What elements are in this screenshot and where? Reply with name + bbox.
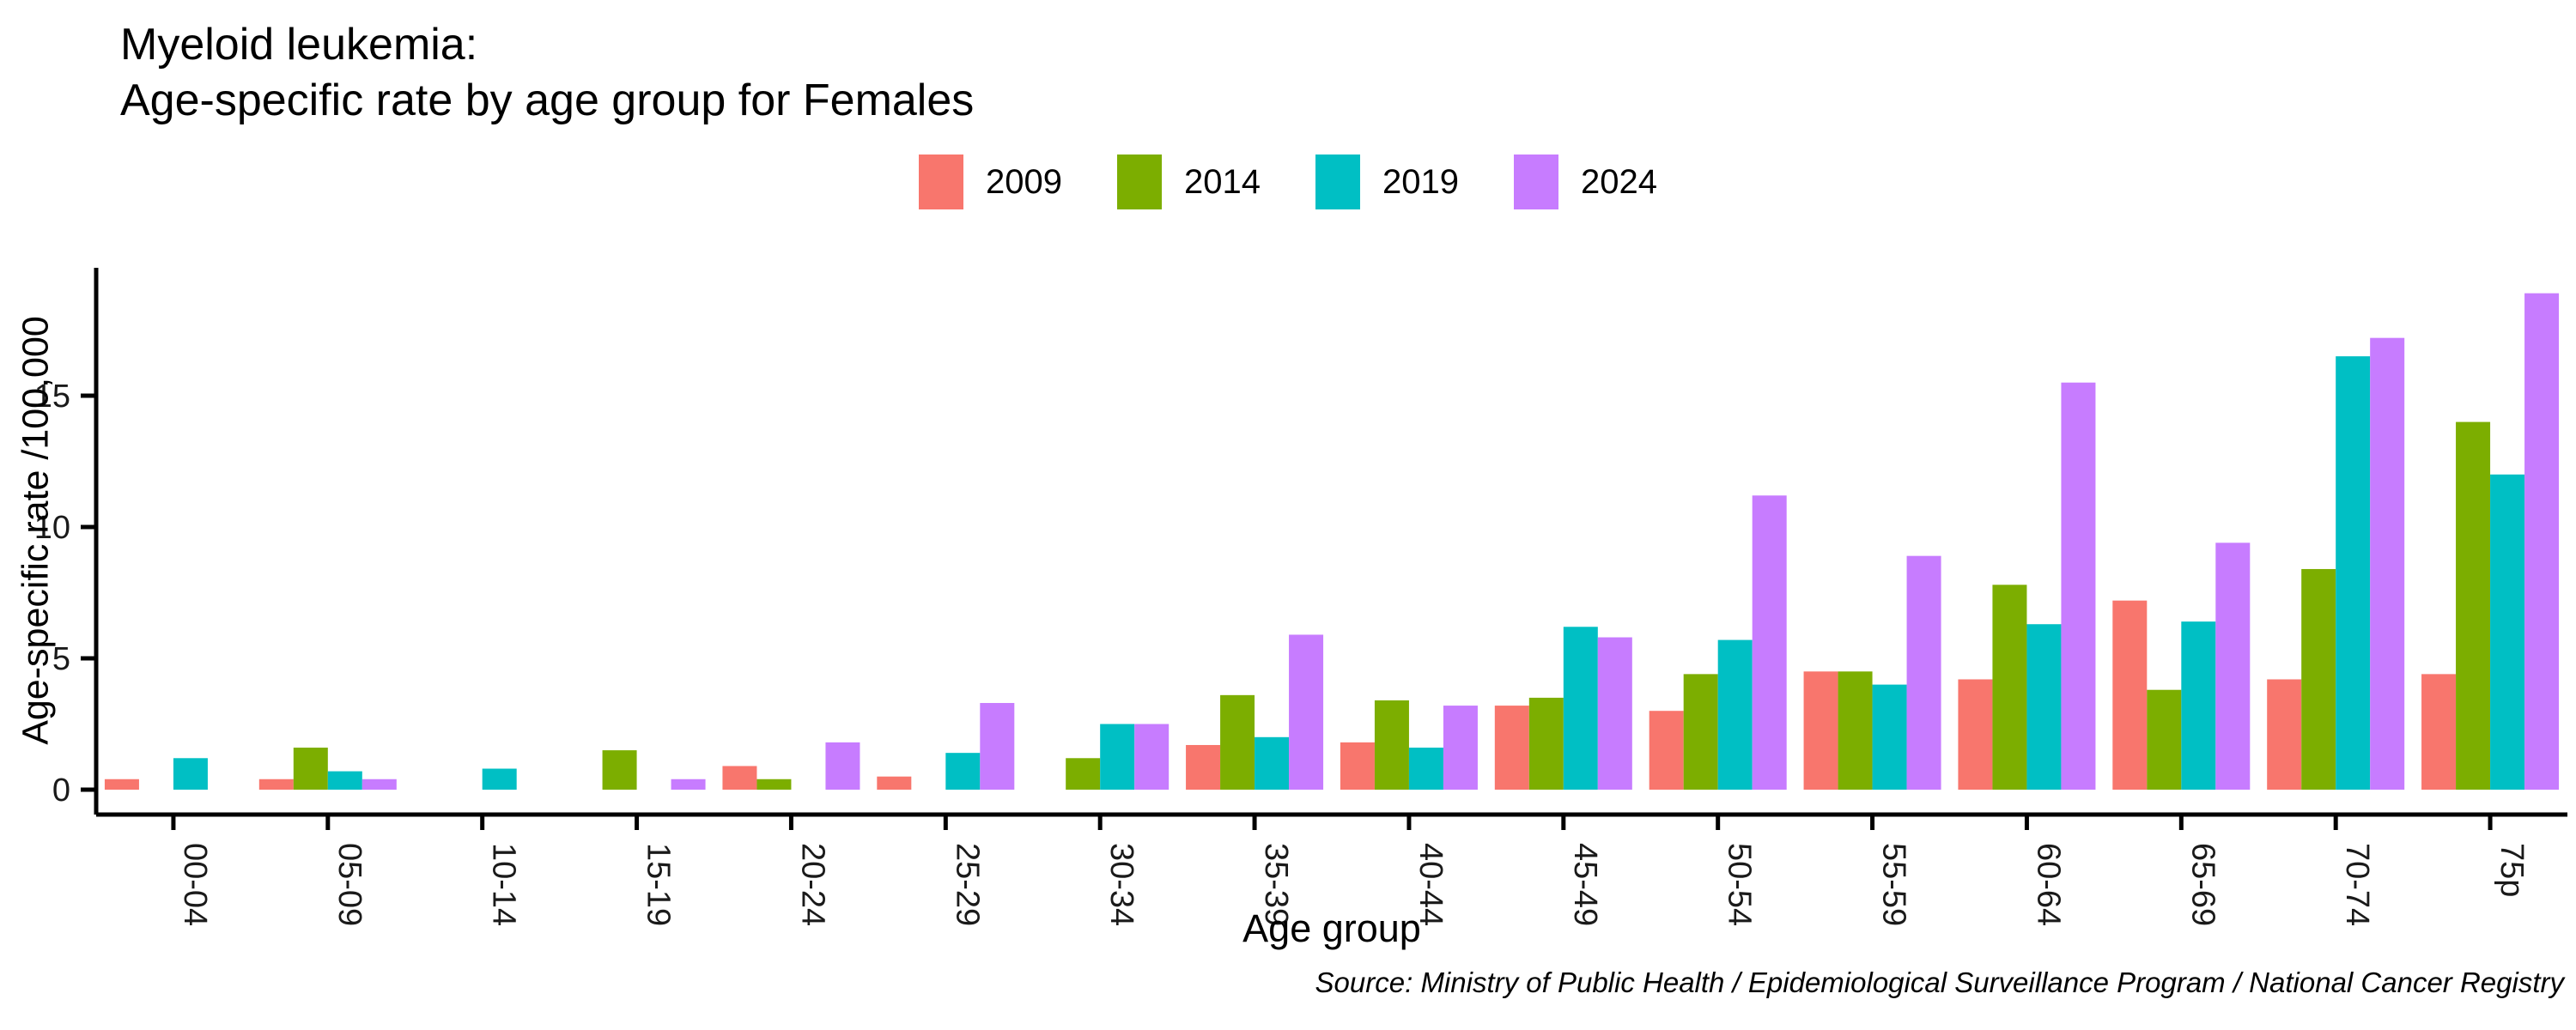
bar-2014-75p (2456, 421, 2491, 790)
bar-2024-05-09 (361, 779, 397, 790)
x-tick-label-70-74: 70-74 (2339, 843, 2375, 926)
legend-label-2024: 2024 (1580, 162, 1657, 201)
y-axis-title: Age-specific rate /100,000 (15, 316, 57, 745)
bar-2024-30-34 (1134, 724, 1170, 790)
bar-2019-75p (2490, 474, 2525, 790)
bar-2009-65-69 (2112, 600, 2148, 790)
legend-item-2009: 2009 (919, 154, 1062, 209)
bar-2009-20-24 (722, 766, 757, 790)
x-tick-label-65-69: 65-69 (2184, 843, 2221, 926)
bar-2024-75p (2524, 293, 2560, 790)
bar-2014-70-74 (2301, 568, 2336, 790)
bar-2019-70-74 (2336, 356, 2371, 790)
bar-2009-60-64 (1958, 679, 1993, 790)
bar-2019-40-44 (1408, 748, 1443, 790)
bar-2019-25-29 (945, 753, 981, 790)
legend-label-2009: 2009 (986, 162, 1063, 201)
x-axis-title: Age group (1242, 906, 1421, 950)
legend-item-2019: 2019 (1315, 154, 1459, 209)
legend-item-2024: 2024 (1513, 154, 1657, 209)
bar-2024-15-19 (671, 779, 706, 790)
chart-title: Myeloid leukemia: Age-specific rate by a… (120, 17, 974, 129)
x-tick-label-15-19: 15-19 (641, 843, 677, 926)
legend-label-2014: 2014 (1184, 162, 1261, 201)
legend-swatch-2009 (919, 154, 964, 209)
bar-2014-50-54 (1683, 674, 1718, 790)
bar-2019-00-04 (173, 758, 208, 790)
y-tick-label-10: 10 (34, 510, 70, 546)
x-tick-label-10-14: 10-14 (486, 843, 522, 926)
bar-2009-40-44 (1340, 742, 1375, 790)
bar-2024-55-59 (1906, 555, 1941, 790)
bar-2019-55-59 (1872, 684, 1907, 790)
bar-2009-75p (2421, 674, 2457, 790)
bar-2019-05-09 (327, 771, 362, 790)
chart-title-line2: Age-specific rate by age group for Femal… (120, 76, 975, 125)
x-tick-label-30-34: 30-34 (1103, 843, 1139, 926)
legend-label-2019: 2019 (1382, 162, 1459, 201)
y-tick-label-5: 5 (52, 641, 70, 677)
bar-2019-45-49 (1563, 627, 1598, 790)
bar-2019-30-34 (1100, 724, 1135, 790)
bar-2014-15-19 (602, 750, 637, 790)
x-tick-label-60-64: 60-64 (2030, 843, 2066, 926)
bar-2019-65-69 (2181, 621, 2216, 790)
bar-2009-55-59 (1803, 671, 1838, 790)
bar-2024-45-49 (1597, 637, 1632, 790)
bar-2019-50-54 (1717, 639, 1753, 790)
y-tick-label-15: 15 (34, 379, 70, 415)
bar-2009-70-74 (2267, 679, 2302, 790)
x-tick-label-25-29: 25-29 (949, 843, 985, 926)
bar-2024-40-44 (1443, 706, 1478, 790)
bar-2024-20-24 (825, 742, 860, 790)
bar-2014-55-59 (1838, 671, 1873, 790)
bar-2014-60-64 (1992, 585, 2027, 790)
bar-2009-00-04 (104, 779, 139, 790)
x-tick-label-05-09: 05-09 (331, 843, 368, 926)
bar-2024-70-74 (2370, 337, 2405, 790)
bar-2009-35-39 (1186, 744, 1221, 790)
bar-2019-60-64 (2026, 624, 2062, 790)
bar-2024-25-29 (980, 703, 1015, 790)
bar-2009-25-29 (877, 776, 912, 790)
x-tick-label-75p: 75p (2494, 843, 2530, 897)
bar-2009-50-54 (1649, 711, 1684, 790)
bar-2009-05-09 (258, 779, 294, 790)
legend-item-2014: 2014 (1117, 154, 1261, 209)
y-tick-label-0: 0 (52, 772, 70, 809)
x-tick-label-45-49: 45-49 (1567, 843, 1603, 926)
x-tick-label-35-39: 35-39 (1258, 843, 1294, 926)
chart-title-line1: Myeloid leukemia: (120, 20, 478, 70)
bar-2014-20-24 (756, 779, 792, 790)
bar-2014-65-69 (2147, 689, 2182, 790)
bar-2024-65-69 (2215, 542, 2251, 790)
x-tick-label-20-24: 20-24 (794, 843, 830, 926)
bar-2024-35-39 (1289, 634, 1324, 790)
legend-swatch-2024 (1513, 154, 1558, 209)
bar-2019-35-39 (1255, 736, 1290, 790)
legend-swatch-2014 (1117, 154, 1163, 209)
x-tick-label-55-59: 55-59 (1876, 843, 1912, 926)
source-note: Source: Ministry of Public Health / Epid… (1315, 966, 2564, 998)
legend-swatch-2019 (1315, 154, 1360, 209)
bar-2014-35-39 (1220, 694, 1255, 790)
bar-2024-60-64 (2061, 382, 2096, 790)
bar-2014-05-09 (293, 748, 328, 790)
bar-2024-50-54 (1752, 495, 1787, 790)
bar-2014-30-34 (1066, 758, 1101, 790)
bar-2009-45-49 (1494, 706, 1529, 790)
bar-2014-45-49 (1528, 697, 1564, 790)
x-tick-label-00-04: 00-04 (177, 843, 213, 926)
bar-2019-10-14 (482, 768, 517, 790)
x-tick-label-40-44: 40-44 (1413, 843, 1449, 926)
x-tick-label-50-54: 50-54 (1722, 843, 1758, 926)
legend: 2009 2014 2019 2024 (0, 154, 2576, 209)
bar-2014-40-44 (1374, 700, 1409, 790)
